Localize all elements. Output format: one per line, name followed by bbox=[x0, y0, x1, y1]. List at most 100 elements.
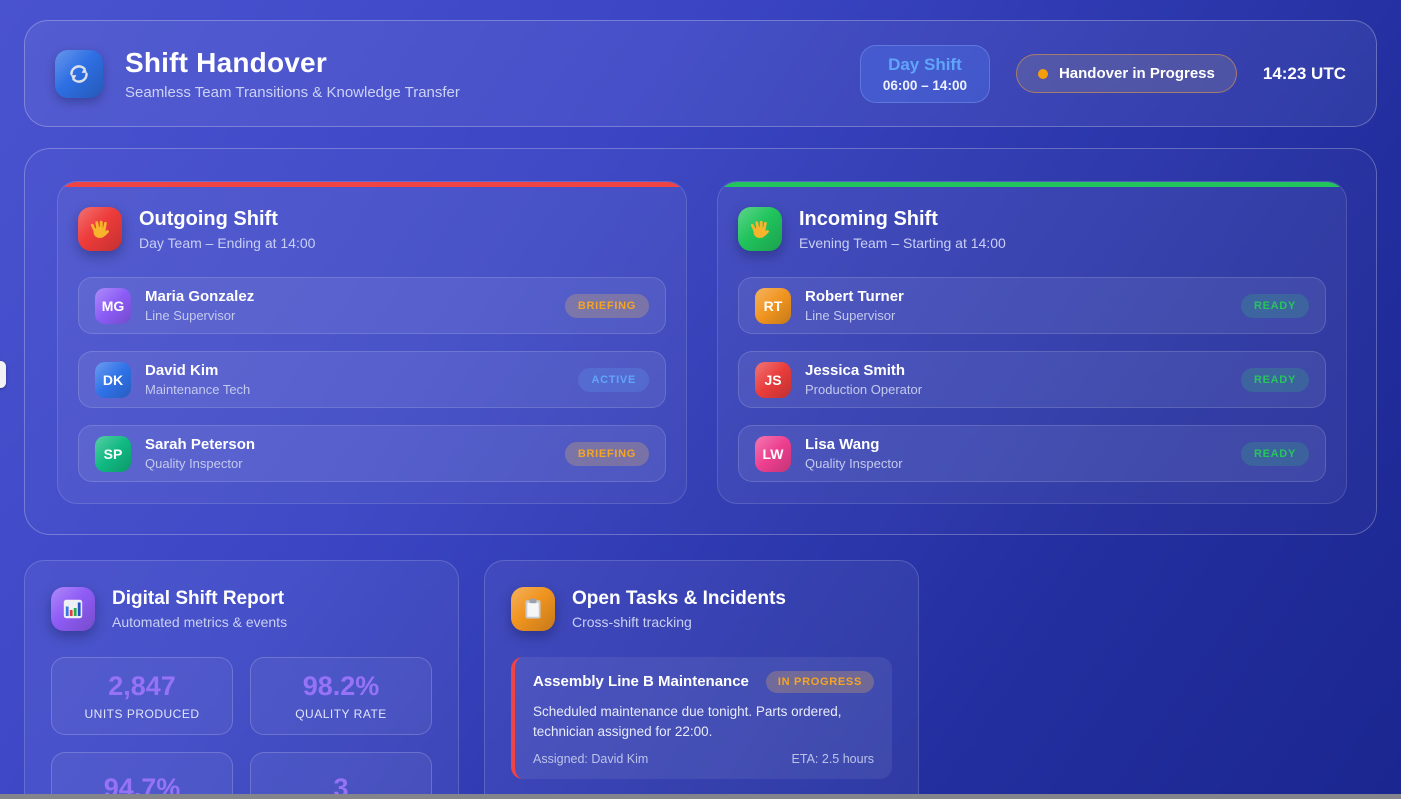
metric-label: QUALITY RATE bbox=[295, 707, 387, 721]
member-info: Sarah Peterson Quality Inspector bbox=[145, 436, 255, 471]
page-title: Shift Handover bbox=[125, 46, 327, 78]
avatar: SP bbox=[95, 435, 131, 472]
avatar-initials: LW bbox=[762, 445, 784, 462]
task-description: Scheduled maintenance due tonight. Parts… bbox=[533, 704, 842, 739]
bar-chart-icon bbox=[51, 587, 95, 631]
metric-value: 3 bbox=[333, 773, 349, 799]
day-shift-time: 06:00 – 14:00 bbox=[882, 77, 967, 93]
status-badge: READY bbox=[1240, 441, 1309, 466]
task-status-badge: IN PROGRESS bbox=[765, 671, 874, 693]
member-name: David Kim bbox=[145, 362, 219, 379]
member-role: Quality Inspector bbox=[145, 456, 243, 471]
status-badge: BRIEFING bbox=[564, 441, 649, 466]
status-badge: READY bbox=[1240, 293, 1309, 318]
member-row[interactable]: SP Sarah Peterson Quality Inspector BRIE… bbox=[78, 425, 666, 482]
member-role: Line Supervisor bbox=[145, 308, 236, 323]
window-bottom-edge bbox=[0, 794, 1401, 799]
member-name: Sarah Peterson bbox=[145, 436, 256, 453]
outgoing-panel-header: Outgoing Shift Day Team – Ending at 14:0… bbox=[58, 187, 686, 251]
tasks-head-text: Open Tasks & Incidents Cross-shift track… bbox=[572, 588, 786, 630]
metric-card: 98.2% QUALITY RATE bbox=[250, 657, 432, 735]
report-head-text: Digital Shift Report Automated metrics &… bbox=[112, 588, 287, 630]
shifts-section: Outgoing Shift Day Team – Ending at 14:0… bbox=[24, 148, 1377, 535]
incoming-member-list: RT Robert Turner Line Supervisor READY J… bbox=[718, 277, 1346, 482]
metric-label: UNITS PRODUCED bbox=[84, 707, 200, 721]
member-info: Robert Turner Line Supervisor bbox=[805, 288, 904, 323]
task-meta: Assigned: David Kim ETA: 2.5 hours bbox=[533, 752, 874, 766]
utc-clock: 14:23 UTC bbox=[1262, 63, 1346, 83]
member-info: Jessica Smith Production Operator bbox=[805, 362, 922, 397]
metric-card: 3 bbox=[250, 752, 432, 799]
task-card-header: Assembly Line B Maintenance IN PROGRESS bbox=[533, 671, 874, 693]
member-info: Lisa Wang Quality Inspector bbox=[805, 436, 903, 471]
handover-status-pill: Handover in Progress bbox=[1015, 54, 1237, 93]
metric-value: 98.2% bbox=[302, 671, 380, 701]
outgoing-member-list: MG Maria Gonzalez Line Supervisor BRIEFI… bbox=[58, 277, 686, 482]
avatar-initials: RT bbox=[763, 297, 783, 314]
member-row[interactable]: MG Maria Gonzalez Line Supervisor BRIEFI… bbox=[78, 277, 666, 334]
member-row[interactable]: RT Robert Turner Line Supervisor READY bbox=[738, 277, 1326, 334]
report-subtitle: Automated metrics & events bbox=[112, 614, 288, 630]
refresh-cycle-icon bbox=[55, 49, 103, 98]
incoming-shift-panel: Incoming Shift Evening Team – Starting a… bbox=[717, 181, 1347, 504]
status-badge: READY bbox=[1240, 367, 1309, 392]
avatar: MG bbox=[95, 287, 131, 324]
avatar-initials: MG bbox=[101, 297, 125, 314]
avatar-initials: SP bbox=[103, 445, 123, 462]
avatar: JS bbox=[755, 361, 791, 398]
page-subtitle: Seamless Team Transitions & Knowledge Tr… bbox=[125, 83, 460, 101]
outgoing-title: Outgoing Shift bbox=[139, 207, 278, 230]
tasks-header: Open Tasks & Incidents Cross-shift track… bbox=[485, 561, 918, 631]
member-row[interactable]: JS Jessica Smith Production Operator REA… bbox=[738, 351, 1326, 408]
task-title: Assembly Line B Maintenance bbox=[533, 673, 749, 690]
task-card[interactable]: Assembly Line B Maintenance IN PROGRESS … bbox=[511, 657, 892, 780]
status-badge: BRIEFING bbox=[564, 293, 649, 318]
header-text: Shift Handover Seamless Team Transitions… bbox=[125, 47, 460, 101]
task-assignee: Assigned: David Kim bbox=[533, 752, 649, 767]
outgoing-accent-bar bbox=[58, 182, 686, 187]
metric-value: 2,847 bbox=[108, 671, 176, 701]
incoming-accent-bar bbox=[718, 182, 1346, 187]
waving-hand-icon bbox=[738, 207, 782, 251]
incoming-subtitle: Evening Team – Starting at 14:00 bbox=[799, 234, 1006, 251]
status-dot-icon bbox=[1037, 68, 1048, 79]
day-shift-chip[interactable]: Day Shift 06:00 – 14:00 bbox=[859, 44, 990, 103]
app-header: Shift Handover Seamless Team Transitions… bbox=[24, 20, 1377, 127]
left-edge-scroll-handle[interactable] bbox=[0, 361, 6, 388]
member-role: Line Supervisor bbox=[805, 308, 896, 323]
avatar-initials: JS bbox=[764, 371, 782, 388]
member-info: David Kim Maintenance Tech bbox=[145, 362, 250, 397]
member-role: Quality Inspector bbox=[805, 456, 903, 471]
incoming-head-text: Incoming Shift Evening Team – Starting a… bbox=[799, 208, 1006, 251]
tasks-subtitle: Cross-shift tracking bbox=[572, 614, 692, 630]
member-name: Lisa Wang bbox=[805, 436, 880, 453]
avatar-initials: DK bbox=[102, 371, 124, 388]
avatar: LW bbox=[755, 435, 791, 472]
open-tasks-panel: Open Tasks & Incidents Cross-shift track… bbox=[484, 560, 919, 799]
member-row[interactable]: LW Lisa Wang Quality Inspector READY bbox=[738, 425, 1326, 482]
avatar: DK bbox=[95, 361, 131, 398]
avatar: RT bbox=[755, 287, 791, 324]
member-info: Maria Gonzalez Line Supervisor bbox=[145, 288, 254, 323]
header-right: Day Shift 06:00 – 14:00 Handover in Prog… bbox=[859, 44, 1346, 103]
member-role: Maintenance Tech bbox=[145, 382, 251, 397]
member-name: Jessica Smith bbox=[805, 362, 906, 379]
day-shift-label: Day Shift bbox=[888, 54, 962, 74]
member-role: Production Operator bbox=[805, 382, 923, 397]
tasks-title: Open Tasks & Incidents bbox=[572, 588, 786, 609]
clipboard-icon bbox=[511, 587, 555, 631]
member-name: Robert Turner bbox=[805, 288, 904, 305]
status-badge: ACTIVE bbox=[578, 367, 649, 392]
digital-shift-report-panel: Digital Shift Report Automated metrics &… bbox=[24, 560, 459, 799]
outgoing-subtitle: Day Team – Ending at 14:00 bbox=[139, 234, 316, 251]
member-name: Maria Gonzalez bbox=[145, 288, 255, 305]
outgoing-shift-panel: Outgoing Shift Day Team – Ending at 14:0… bbox=[57, 181, 687, 504]
metrics-grid: 2,847 UNITS PRODUCED 98.2% QUALITY RATE … bbox=[25, 657, 458, 799]
incoming-title: Incoming Shift bbox=[799, 207, 938, 230]
incoming-panel-header: Incoming Shift Evening Team – Starting a… bbox=[718, 187, 1346, 251]
task-eta: ETA: 2.5 hours bbox=[791, 752, 874, 767]
report-title: Digital Shift Report bbox=[112, 588, 285, 609]
member-row[interactable]: DK David Kim Maintenance Tech ACTIVE bbox=[78, 351, 666, 408]
handover-status-label: Handover in Progress bbox=[1058, 65, 1215, 82]
metric-card: 94.7% bbox=[51, 752, 233, 799]
